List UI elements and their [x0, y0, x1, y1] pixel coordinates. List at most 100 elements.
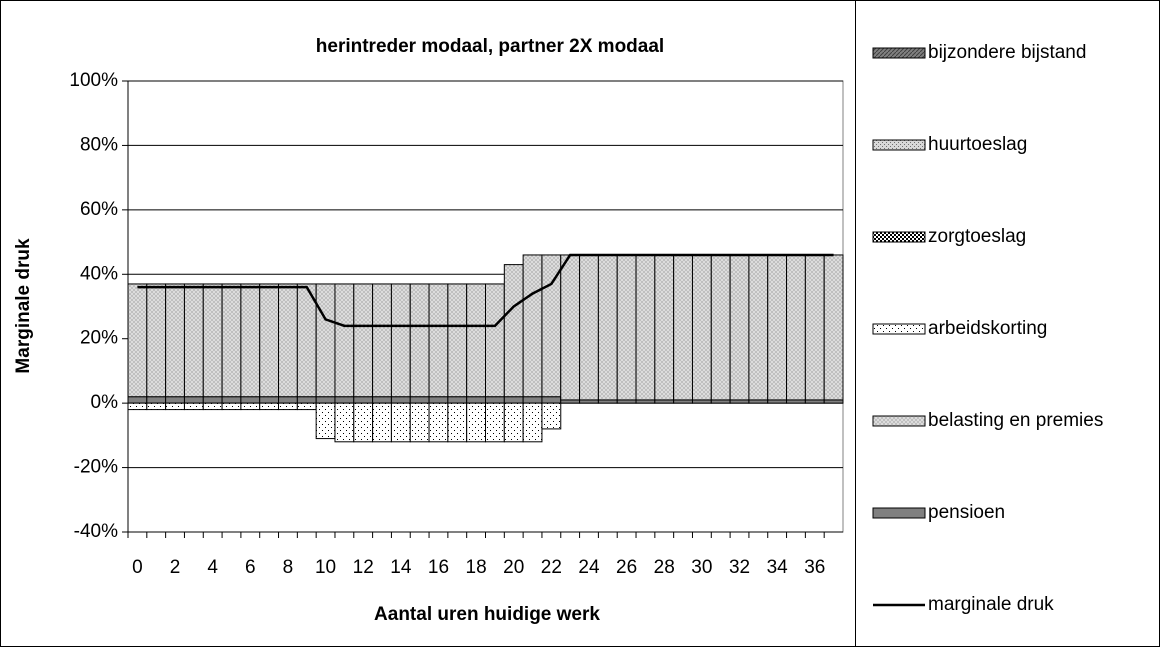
x-tick-label: 16	[428, 557, 449, 578]
bar-segment	[522, 254, 543, 398]
bar-segment	[409, 402, 430, 443]
bar-segment	[183, 396, 204, 404]
x-tick-label: 36	[804, 557, 825, 578]
bar-segment	[635, 254, 656, 401]
legend-swatch	[872, 323, 926, 335]
bar-segment	[202, 396, 223, 404]
bar-segment	[146, 283, 167, 398]
bar-segment	[221, 396, 242, 404]
bar-segment	[259, 402, 280, 411]
bar-segment	[729, 254, 750, 401]
bar-segment	[522, 402, 543, 443]
bar-segment	[428, 283, 449, 398]
x-tick-label: 30	[691, 557, 712, 578]
bar-segment	[183, 283, 204, 398]
legend-label: arbeidskorting	[928, 318, 1047, 339]
x-tick-label: 26	[616, 557, 637, 578]
bar-segment	[353, 402, 374, 443]
bar-segment	[127, 402, 148, 411]
bar-segment	[710, 254, 731, 401]
bar-segment	[390, 283, 411, 398]
bar-segment	[654, 254, 675, 401]
bar-segment	[202, 402, 223, 411]
bar-segment	[146, 396, 167, 404]
bar-segment	[673, 254, 693, 401]
bar-segment	[447, 396, 468, 404]
bar-segment	[616, 254, 637, 401]
bar-segment	[372, 402, 392, 443]
bar-segment	[353, 283, 374, 398]
legend-swatch	[872, 231, 926, 243]
x-tick-label: 22	[541, 557, 562, 578]
bar-segment	[597, 254, 618, 401]
bar-segment	[428, 402, 449, 443]
y-tick-label: 40%	[80, 263, 118, 284]
bar-segment	[691, 254, 712, 401]
bar-segment	[183, 402, 204, 411]
y-tick-label: 20%	[80, 328, 118, 349]
bar-segment	[221, 402, 242, 411]
y-tick-label: 60%	[80, 199, 118, 220]
x-tick-label: 14	[390, 557, 412, 578]
bar-segment	[334, 396, 355, 404]
bar-segment	[503, 396, 524, 404]
bar-segment	[767, 254, 788, 401]
bar-segment	[541, 402, 562, 430]
bar-segment	[428, 396, 449, 404]
y-axis-title: Marginale druk	[13, 238, 34, 374]
bar-segment	[560, 254, 581, 401]
bar-segment	[146, 402, 167, 411]
bar-segment	[221, 283, 242, 398]
legend-swatch	[872, 47, 926, 59]
bar-segment	[165, 283, 185, 398]
x-tick-label: 10	[315, 557, 336, 578]
bar-segment	[278, 283, 298, 398]
legend-swatch	[872, 139, 926, 151]
bar-segment	[240, 396, 261, 404]
x-tick-label: 24	[578, 557, 600, 578]
bar-segment	[466, 402, 486, 443]
bar-segment	[390, 402, 411, 443]
bar-segment	[259, 396, 280, 404]
line-series	[137, 253, 834, 328]
x-tick-label: 20	[503, 557, 524, 578]
bar-segment	[296, 402, 317, 411]
legend-label: huurtoeslag	[928, 134, 1027, 155]
y-tick-label: -40%	[74, 521, 118, 542]
bar-segment	[748, 254, 769, 401]
y-tick-label: 80%	[80, 134, 118, 155]
bar-segment	[786, 254, 806, 401]
bar-segment	[127, 396, 148, 404]
bar-segment	[334, 283, 355, 398]
x-tick-label: 4	[207, 557, 218, 578]
bar-segment	[202, 283, 223, 398]
bar-segment	[466, 283, 486, 398]
bar-segment	[353, 396, 374, 404]
bar-segment	[372, 396, 392, 404]
bar-segment	[541, 396, 562, 404]
y-tick-label: 0%	[91, 392, 119, 413]
x-tick-label: 32	[729, 557, 750, 578]
bar-segment	[315, 283, 336, 398]
bar-segment	[485, 283, 505, 398]
bar-segment	[503, 264, 524, 398]
bar-segment	[240, 283, 261, 398]
x-tick-label: 18	[466, 557, 487, 578]
bar-segment	[165, 402, 185, 411]
chart-title: herintreder modaal, partner 2X modaal	[316, 36, 664, 57]
bar-segment	[522, 396, 543, 404]
bar-segment	[259, 283, 280, 398]
bar-segment	[315, 396, 336, 404]
x-tick-label: 2	[170, 557, 181, 578]
y-tick-label: -20%	[74, 457, 118, 478]
bar-segment	[278, 396, 298, 404]
bar-segment	[127, 283, 148, 398]
bar-segment	[485, 396, 505, 404]
bar-segment	[541, 254, 562, 398]
bar-segment	[485, 402, 505, 443]
x-tick-label: 0	[132, 557, 143, 578]
bar-segment	[579, 254, 599, 401]
bar-segment	[390, 396, 411, 404]
bar-segment	[447, 402, 468, 443]
bar-segment	[372, 283, 392, 398]
